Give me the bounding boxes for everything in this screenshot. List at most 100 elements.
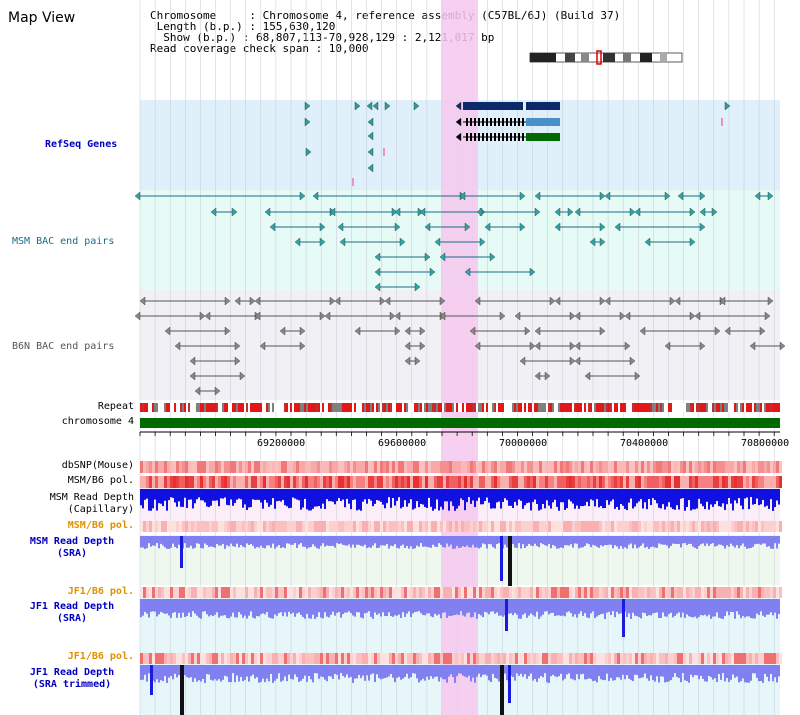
heat-cell — [524, 521, 527, 532]
repeat-segment — [334, 403, 336, 412]
depth-bar — [218, 489, 220, 507]
heat-cell — [635, 653, 638, 664]
bac-end-arrow — [519, 356, 526, 366]
heat-cell — [596, 476, 599, 488]
depth-bar — [548, 599, 550, 615]
heat-cell — [443, 587, 446, 598]
heat-cell — [479, 476, 482, 488]
depth-bar — [222, 536, 224, 544]
heat-cell — [161, 653, 164, 664]
depth-bar — [756, 536, 758, 544]
heat-cell — [353, 461, 356, 473]
depth-bar — [760, 599, 762, 612]
depth-bar — [730, 489, 732, 504]
heat-cell — [389, 521, 392, 532]
repeat-segment — [260, 403, 262, 412]
heat-cell — [602, 653, 605, 664]
depth-bar — [532, 536, 534, 547]
heat-cell — [539, 476, 542, 488]
heat-cell — [356, 653, 359, 664]
heat-cell — [257, 461, 260, 473]
repeat-segment — [472, 403, 474, 412]
repeat-segment — [536, 403, 538, 412]
depth-bar — [560, 665, 562, 674]
repeat-segment — [682, 403, 684, 412]
heat-cell — [620, 587, 623, 598]
depth-bar — [672, 489, 674, 510]
heat-cell — [674, 653, 677, 664]
msm-bac-pairs-track[interactable] — [134, 191, 774, 292]
bac-end-arrow — [199, 311, 206, 321]
chromosome-ideogram[interactable] — [529, 50, 683, 65]
heat-cell — [668, 587, 671, 598]
repeat-segment — [296, 403, 298, 412]
gene-exon — [466, 133, 468, 141]
depth-bar — [416, 489, 418, 502]
heat-cell — [506, 521, 509, 532]
repeat-segment — [362, 403, 364, 412]
depth-bar — [714, 665, 716, 679]
depth-bar — [688, 665, 690, 683]
depth-bar — [286, 665, 288, 682]
heat-cell — [524, 653, 527, 664]
heat-cell — [653, 521, 656, 532]
depth-bar — [330, 665, 332, 677]
depth-bar — [306, 665, 308, 682]
b6n-bac-label[interactable]: B6N BAC end pairs — [12, 341, 115, 352]
depth-bar — [430, 536, 432, 548]
depth-bar — [576, 599, 578, 618]
depth-bar — [300, 489, 302, 510]
repeat-segment — [144, 403, 146, 412]
repeat-segment — [274, 403, 276, 412]
heat-cell — [737, 653, 740, 664]
refseq-genes-label[interactable]: RefSeq Genes — [45, 139, 118, 150]
jf1-trimmed-label: JF1 Read Depth (SRA trimmed) — [29, 667, 115, 690]
depth-bar — [438, 536, 440, 544]
depth-bar — [338, 489, 340, 499]
repeat-segment — [498, 403, 500, 412]
heat-cell — [272, 461, 275, 473]
heat-cell — [758, 461, 761, 473]
heat-cell — [146, 461, 149, 473]
heat-cell — [182, 521, 185, 532]
heat-cell — [596, 653, 599, 664]
heat-cell — [623, 476, 626, 488]
heat-cell — [704, 461, 707, 473]
depth-bar — [430, 665, 432, 677]
depth-bar — [724, 536, 726, 549]
heat-cell — [674, 521, 677, 532]
heat-cell — [497, 476, 500, 488]
repeat-segment — [724, 403, 726, 412]
depth-bar — [374, 489, 376, 504]
heat-cell — [749, 521, 752, 532]
heat-cell — [680, 461, 683, 473]
depth-bar — [528, 599, 530, 616]
depth-bar — [172, 599, 174, 613]
heat-cell — [338, 587, 341, 598]
depth-bar — [600, 489, 602, 506]
heat-cell — [230, 521, 233, 532]
b6n-bac-pairs-track[interactable] — [134, 296, 786, 396]
depth-bar — [640, 489, 642, 500]
heat-cell — [560, 476, 563, 488]
heat-cell — [161, 521, 164, 532]
bac-end-arrow — [234, 356, 241, 366]
depth-bar — [572, 489, 574, 504]
refseq-genes-track[interactable] — [304, 101, 731, 186]
depth-bar — [700, 665, 702, 676]
heat-cell — [371, 653, 374, 664]
heat-cell — [461, 461, 464, 473]
heat-cell — [356, 587, 359, 598]
depth-bar — [306, 536, 308, 549]
depth-bar — [624, 489, 626, 509]
heat-cell — [758, 476, 761, 488]
heat-cell — [416, 461, 419, 473]
heat-cell — [539, 587, 542, 598]
bac-end-arrow — [514, 311, 521, 321]
bac-end-arrow — [394, 207, 401, 217]
depth-bar — [244, 489, 246, 505]
heat-cell — [167, 461, 170, 473]
msm-bac-label[interactable]: MSM BAC end pairs — [12, 236, 115, 247]
heat-cell — [263, 521, 266, 532]
